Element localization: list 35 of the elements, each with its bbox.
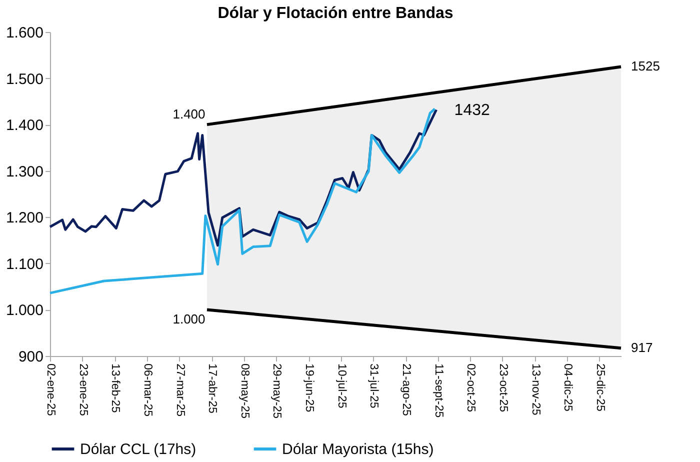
x-tick-label: 04-dic-25 — [562, 364, 574, 412]
x-tick-label: 10-jul-25 — [335, 364, 348, 408]
y-tick-label: 1.000 — [6, 302, 44, 320]
annotation: 1.400 — [172, 106, 206, 122]
x-tick-label: 06-mar-25 — [141, 364, 154, 417]
legend-label: Dólar CCL (17hs) — [80, 441, 196, 458]
x-tick-label: 08-may-25 — [238, 364, 250, 418]
x-tick-label: 13-feb-25 — [109, 364, 122, 413]
y-tick-label: 1.600 — [6, 24, 44, 42]
x-tick-label: 23-ene-25 — [76, 364, 89, 416]
annotation: 1.000 — [172, 312, 206, 327]
x-tick-label: 19-jun-25 — [303, 364, 316, 412]
y-tick-label: 1.300 — [6, 163, 44, 180]
y-tick-label: 1.400 — [6, 117, 44, 134]
annotation: 1432 — [454, 102, 490, 119]
x-tick-label: 27-mar-25 — [174, 364, 186, 417]
annotation: 917 — [631, 340, 653, 356]
line-series — [48, 108, 436, 294]
y-tick-label: 1.500 — [6, 70, 44, 88]
y-tick-label: 900 — [18, 348, 44, 366]
x-tick-label: 13-nov-25 — [529, 364, 542, 416]
x-tick-label: 29-may-25 — [270, 364, 283, 418]
x-tick-label: 21-ago-25 — [400, 364, 412, 416]
x-tick-label: 25-dic-25 — [594, 364, 606, 412]
x-tick-label: 31-jul-25 — [368, 364, 380, 408]
x-tick-label: 23-oct-25 — [496, 364, 509, 412]
x-tick-label: 02-ene-25 — [44, 364, 56, 416]
legend-label: Dólar Mayorista (15hs) — [282, 441, 434, 458]
annotation: 1525 — [631, 58, 660, 74]
y-tick-label: 1.100 — [6, 256, 44, 273]
x-tick-label: 11-sept-25 — [432, 364, 444, 418]
chart-title: Dólar y Flotación entre Bandas — [218, 5, 454, 22]
x-tick-label: 17-abr-25 — [206, 364, 218, 414]
x-tick-label: 02-oct-25 — [464, 364, 477, 412]
y-tick-label: 1.200 — [6, 210, 44, 227]
